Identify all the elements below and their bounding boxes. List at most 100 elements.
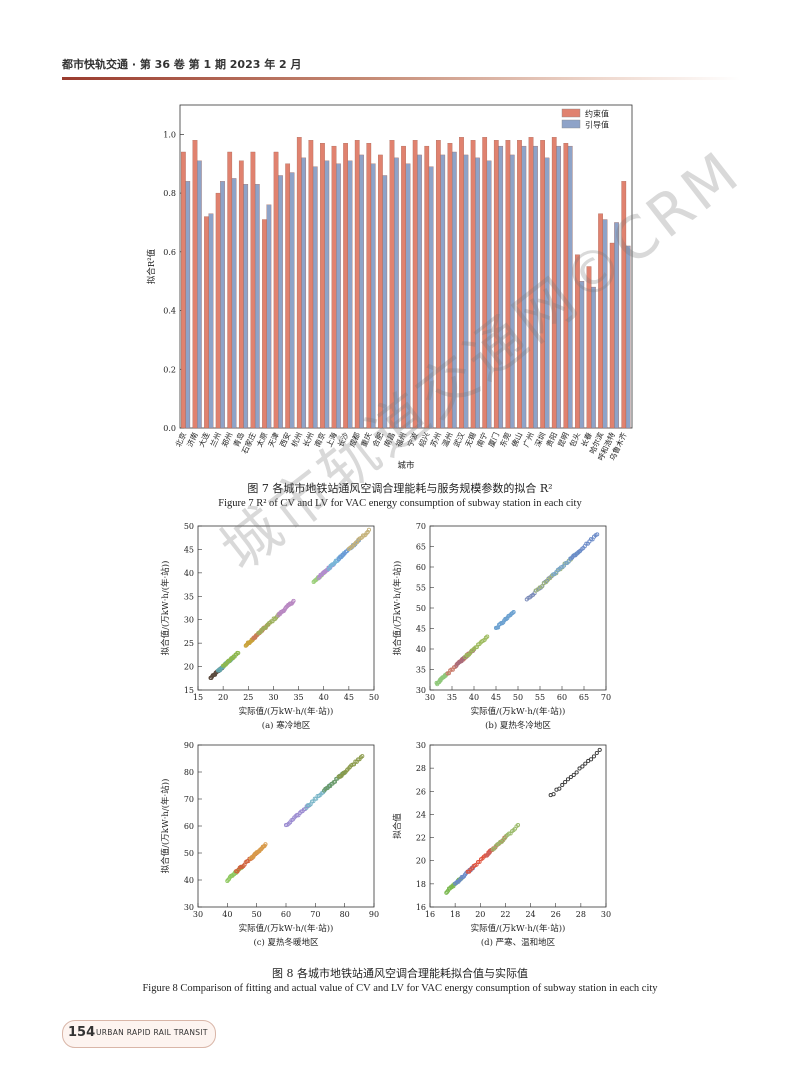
scatter-point	[312, 796, 317, 801]
bar-guide	[289, 172, 295, 429]
bar-constraint	[609, 242, 615, 429]
bar-constraint	[447, 143, 453, 429]
bar-constraint	[424, 145, 430, 429]
y-tick-label: 25	[184, 639, 194, 648]
scatter-point	[591, 754, 596, 759]
x-tick-label: 30	[268, 693, 278, 702]
bar-guide	[243, 184, 249, 429]
x-tick-label: 35	[447, 693, 457, 702]
scatter-point	[594, 751, 599, 756]
scatter-point	[580, 764, 585, 769]
bar-guide	[614, 222, 619, 429]
page-number: 154	[68, 1025, 96, 1040]
x-tick-label: 35	[293, 693, 303, 702]
scatter-point	[589, 757, 594, 762]
y-axis-label: 拟合值/(万kW·h/(年·站))	[160, 561, 171, 656]
y-tick-label: 16	[416, 903, 426, 912]
bar-guide	[475, 157, 480, 429]
bar-guide	[370, 163, 376, 429]
bar-guide	[498, 145, 504, 429]
bar-constraint	[517, 140, 522, 429]
bar-constraint	[204, 216, 209, 429]
legend-label: 引导值	[585, 120, 609, 130]
scatter-point	[586, 758, 591, 764]
bar-guide	[451, 151, 457, 429]
y-tick-label: 0.6	[163, 248, 176, 257]
scatter-point	[557, 786, 562, 791]
figure7-bar-chart: 0.00.20.40.60.81.0北京济南大连兰州郑州青岛石家庄太原天津西安杭…	[146, 104, 633, 471]
bar-constraint	[238, 160, 244, 429]
y-tick-label: 1.0	[163, 130, 176, 139]
x-tick-label: 40	[319, 693, 329, 702]
x-tick-label: 45	[491, 693, 501, 702]
x-tick-label: 70	[601, 693, 611, 702]
y-tick-label: 45	[184, 545, 194, 554]
bar-guide	[521, 145, 527, 429]
bar-guide	[208, 213, 214, 429]
panel-subtitle: (c) 夏热冬暖地区	[253, 937, 319, 948]
y-axis-label: 拟合值/(万kW·h/(年·站))	[160, 779, 171, 874]
bar-guide	[556, 145, 561, 429]
y-tick-label: 30	[416, 686, 426, 695]
panel-frame	[429, 744, 607, 908]
scatter-point	[574, 770, 579, 775]
bar-guide	[220, 181, 225, 429]
y-tick-label: 65	[416, 543, 426, 552]
panel-subtitle: (d) 严寒、温和地区	[481, 937, 556, 948]
scatter-point	[543, 580, 549, 585]
bar-constraint	[215, 192, 221, 429]
bar-constraint	[331, 145, 337, 429]
scatter-point	[551, 792, 556, 797]
scatter-point	[511, 610, 516, 615]
bar-constraint	[296, 137, 302, 429]
scatter-point	[563, 561, 568, 566]
bar-constraint	[227, 151, 233, 429]
bar-constraint	[366, 143, 372, 429]
scatter-point	[326, 566, 331, 571]
x-axis-label: 实际值/(万kW·h/(年·站))	[239, 923, 334, 934]
y-tick-label: 0.0	[163, 424, 176, 433]
scatter-point	[563, 780, 568, 785]
y-tick-label: 15	[184, 686, 194, 695]
y-tick-label: 50	[184, 849, 194, 858]
x-tick-label: 24	[525, 910, 535, 919]
bar-constraint	[586, 266, 592, 429]
scatter-point	[507, 831, 512, 836]
scatter-panel: 30 40 50 60 70 80 90 30 40 50 60 70 80 90 实际值/(万kW·h/(…	[160, 741, 379, 948]
bar-constraint	[308, 140, 314, 429]
header-rule	[62, 77, 740, 80]
bar-guide	[428, 166, 434, 429]
y-tick-label: 20	[416, 857, 426, 866]
bar-constraint	[493, 140, 499, 429]
bar-guide	[231, 178, 237, 429]
bar-guide	[382, 175, 388, 429]
bar-guide	[591, 286, 596, 429]
bar-constraint	[551, 137, 557, 429]
x-tick-label: 25	[243, 693, 253, 702]
x-axis-label: 城市	[397, 460, 415, 471]
x-axis-label: 实际值/(万kW·h/(年·站))	[471, 923, 566, 934]
y-tick-label: 0.4	[163, 307, 176, 316]
x-tick-label: 80	[340, 910, 350, 919]
x-tick-label: 45	[344, 693, 354, 702]
x-tick-label: 60	[281, 910, 291, 919]
y-tick-label: 45	[416, 625, 426, 634]
bar-constraint	[540, 140, 545, 429]
scatter-point	[291, 598, 296, 603]
x-axis-label: 实际值/(万kW·h/(年·站))	[239, 706, 334, 717]
bar-guide	[278, 175, 283, 429]
scatter-point	[595, 532, 600, 537]
scatter-point	[236, 650, 241, 656]
bar-constraint	[470, 140, 476, 429]
figure8-caption-cn: 图 8 各城市地铁站通风空调合理能耗拟合值与实际值	[272, 967, 528, 980]
y-tick-label: 30	[416, 741, 426, 750]
y-tick-label: 0.8	[163, 189, 176, 198]
scatter-point	[539, 584, 544, 589]
y-tick-label: 60	[416, 563, 426, 572]
bar-constraint	[575, 254, 580, 429]
scatter-point	[584, 541, 589, 546]
x-tick-label: 40	[469, 693, 479, 702]
x-tick-label: 30	[193, 910, 203, 919]
x-tick-label: 26	[551, 910, 561, 919]
x-tick-label: 65	[579, 693, 589, 702]
